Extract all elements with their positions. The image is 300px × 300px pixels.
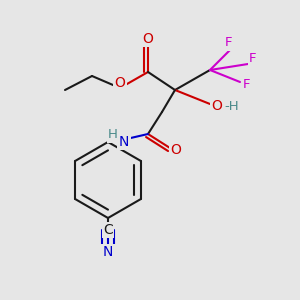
Text: O: O bbox=[212, 99, 222, 113]
Text: O: O bbox=[115, 76, 125, 90]
Text: N: N bbox=[103, 245, 113, 259]
Text: -H: -H bbox=[225, 100, 239, 112]
Text: O: O bbox=[142, 32, 153, 46]
Text: C: C bbox=[103, 223, 113, 237]
Text: F: F bbox=[243, 77, 251, 91]
Text: H: H bbox=[108, 128, 118, 142]
Text: F: F bbox=[225, 37, 233, 50]
Text: O: O bbox=[171, 143, 182, 157]
Text: N: N bbox=[119, 135, 129, 149]
Text: F: F bbox=[249, 52, 257, 65]
